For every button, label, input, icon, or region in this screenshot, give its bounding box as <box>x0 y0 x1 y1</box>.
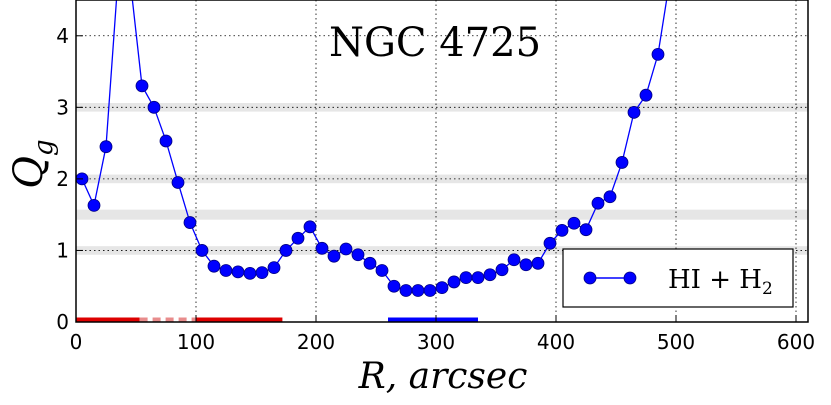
data-point <box>339 242 353 256</box>
legend: HI + H2 <box>562 248 794 308</box>
data-point <box>411 284 425 297</box>
data-point <box>159 134 173 148</box>
x-tick-label: 0 <box>70 330 83 354</box>
data-point <box>447 275 461 289</box>
data-point <box>135 79 149 93</box>
data-point <box>507 253 521 267</box>
y-tick-label: 0 <box>56 310 69 334</box>
data-point <box>303 220 317 234</box>
legend-marker <box>623 271 637 285</box>
data-point <box>567 216 581 230</box>
y-axis-label-sub: g <box>29 139 59 156</box>
data-point <box>219 264 233 277</box>
data-point <box>519 258 533 272</box>
data-point <box>531 256 545 270</box>
data-point <box>315 241 329 255</box>
data-point <box>603 190 617 204</box>
legend-label-sub: 2 <box>762 279 773 299</box>
x-tick-label: 300 <box>417 330 455 354</box>
data-point <box>291 231 305 245</box>
data-point <box>555 224 569 237</box>
chart-title: NGC 4725 <box>329 20 541 66</box>
reference-band <box>76 209 808 220</box>
data-point <box>147 100 161 114</box>
data-point <box>435 281 449 295</box>
data-point <box>279 244 293 257</box>
data-point <box>207 259 221 273</box>
x-axis-ticks: 0 100 200 300 400 500 600 <box>70 315 815 354</box>
data-point <box>591 196 605 210</box>
x-tick-label: 200 <box>297 330 335 354</box>
data-point <box>183 216 197 229</box>
series-layer <box>76 0 668 297</box>
data-point <box>267 261 281 275</box>
data-point <box>387 279 401 293</box>
x-tick-label: 100 <box>177 330 215 354</box>
x-tick-label: 600 <box>777 330 815 354</box>
data-point <box>615 156 629 169</box>
data-point <box>627 105 641 119</box>
plot-frame <box>75 0 809 323</box>
data-point <box>231 265 245 279</box>
y-axis-ticks: 0 1 2 3 4 <box>56 24 83 334</box>
data-point <box>255 266 269 280</box>
legend-label: HI + H2 <box>668 265 773 299</box>
data-point <box>363 256 377 270</box>
data-point <box>651 47 665 61</box>
x-axis-label: R, arcsec <box>358 356 528 397</box>
data-point <box>351 248 365 262</box>
data-point <box>327 249 341 263</box>
data-point <box>639 88 653 102</box>
data-point <box>423 284 437 297</box>
data-point <box>471 271 485 285</box>
legend-marker <box>583 271 597 285</box>
data-point <box>579 223 593 237</box>
data-point <box>243 266 257 280</box>
y-axis-label-main: Q <box>6 156 52 189</box>
y-tick-label: 1 <box>56 238 69 262</box>
data-point <box>399 284 413 297</box>
data-point <box>459 271 473 285</box>
svg-text:Qg: Qg <box>6 139 59 188</box>
data-point <box>99 140 113 154</box>
legend-label-main: HI + H <box>668 265 762 295</box>
y-tick-label: 3 <box>56 95 69 119</box>
data-point <box>171 176 185 189</box>
data-point <box>87 198 101 212</box>
y-axis-label: Qg <box>6 139 59 188</box>
data-point <box>495 263 509 277</box>
data-point <box>375 264 389 277</box>
y-tick-label: 2 <box>56 167 69 191</box>
data-point <box>483 268 497 282</box>
y-tick-label: 4 <box>56 24 69 48</box>
data-point <box>195 244 209 257</box>
x-tick-label: 500 <box>657 330 695 354</box>
x-tick-label: 400 <box>537 330 575 354</box>
data-point <box>543 236 557 250</box>
